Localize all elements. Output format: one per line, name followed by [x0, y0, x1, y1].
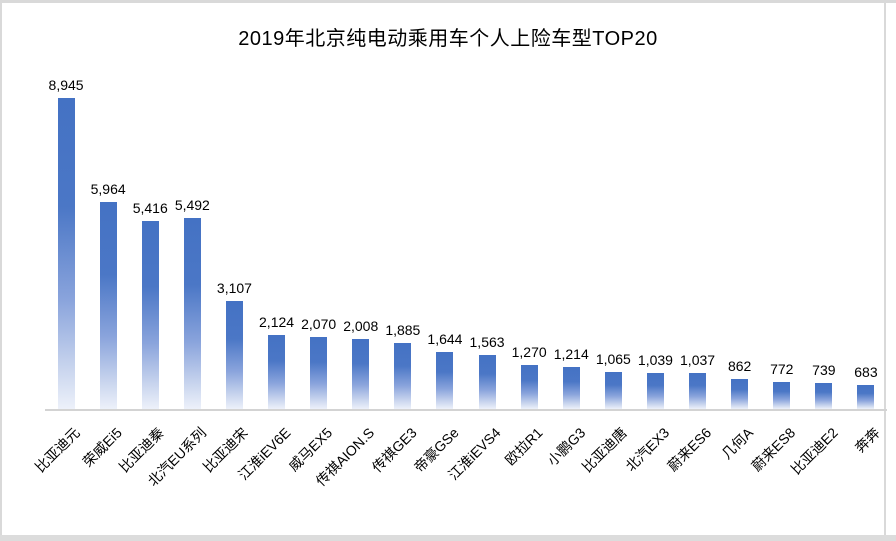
bar — [604, 371, 622, 409]
bar-value-label: 739 — [812, 362, 836, 379]
bar-value-label: 8,945 — [48, 77, 84, 93]
bar-value-label: 772 — [770, 361, 794, 378]
bar-value-label: 862 — [727, 358, 752, 375]
bar-value-label: 2,008 — [343, 318, 379, 335]
category-label: 欧拉R1 — [502, 424, 546, 469]
bar-value-label: 683 — [854, 364, 878, 381]
plot-area: 8,945 5,964 5,416 5,492 3,107 2,124 2,070 2,008… — [45, 77, 887, 409]
bar — [57, 98, 75, 409]
bar-value-label: 1,214 — [553, 345, 589, 362]
bar — [310, 337, 328, 409]
bar-value-label: 1,270 — [511, 343, 547, 360]
bar-value-label: 1,644 — [427, 330, 463, 347]
bar — [689, 372, 707, 409]
bar — [815, 383, 833, 409]
bar-value-label: 2,124 — [259, 314, 295, 331]
bar — [731, 379, 749, 409]
bar — [394, 343, 412, 409]
bar-value-label: 1,885 — [385, 322, 421, 339]
bar — [268, 335, 286, 409]
bar — [857, 385, 875, 409]
category-axis-labels: 比亚迪元 荣威Ei5 比亚迪秦 北汽EU系列 比亚迪宋 江淮iEV6E 威马EX5 传祺AIO… — [32, 409, 887, 534]
bar — [773, 382, 791, 409]
bar — [436, 351, 454, 409]
bar-value-label: 3,107 — [216, 279, 252, 296]
bar — [141, 220, 159, 409]
bar-value-label: 1,037 — [680, 351, 716, 368]
category-label: 比亚迪元 — [31, 424, 83, 476]
bar-value-label: 2,070 — [301, 316, 337, 333]
bar — [225, 300, 243, 409]
bar — [183, 218, 201, 409]
category-label: 奔奔 — [851, 424, 883, 456]
bar-value-label: 5,964 — [90, 180, 126, 197]
bar-value-label: 1,065 — [595, 350, 631, 367]
bar — [520, 364, 538, 409]
frame-border-bottom — [0, 535, 896, 541]
bar — [646, 372, 664, 409]
frame-border-right — [884, 0, 886, 541]
x-axis-line — [45, 409, 887, 411]
bar-value-label: 5,416 — [132, 199, 168, 216]
category-label: 传祺GE3 — [368, 424, 420, 476]
frame-border-left — [0, 0, 2, 541]
frame-border-top — [0, 0, 896, 3]
bar-value-label: 1,039 — [637, 351, 673, 368]
bar-value-label: 1,563 — [469, 333, 505, 350]
bar — [99, 201, 117, 409]
category-label: 北汽EX3 — [622, 424, 673, 475]
bar-value-label: 5,492 — [174, 197, 210, 214]
category-label: 蔚来ES6 — [664, 424, 715, 475]
bar — [562, 366, 580, 409]
chart-title: 2019年北京纯电动乘用车个人上险车型TOP20 — [238, 28, 658, 50]
bar — [478, 354, 496, 409]
category-label: 比亚迪唐 — [579, 424, 631, 476]
bar — [352, 339, 370, 409]
